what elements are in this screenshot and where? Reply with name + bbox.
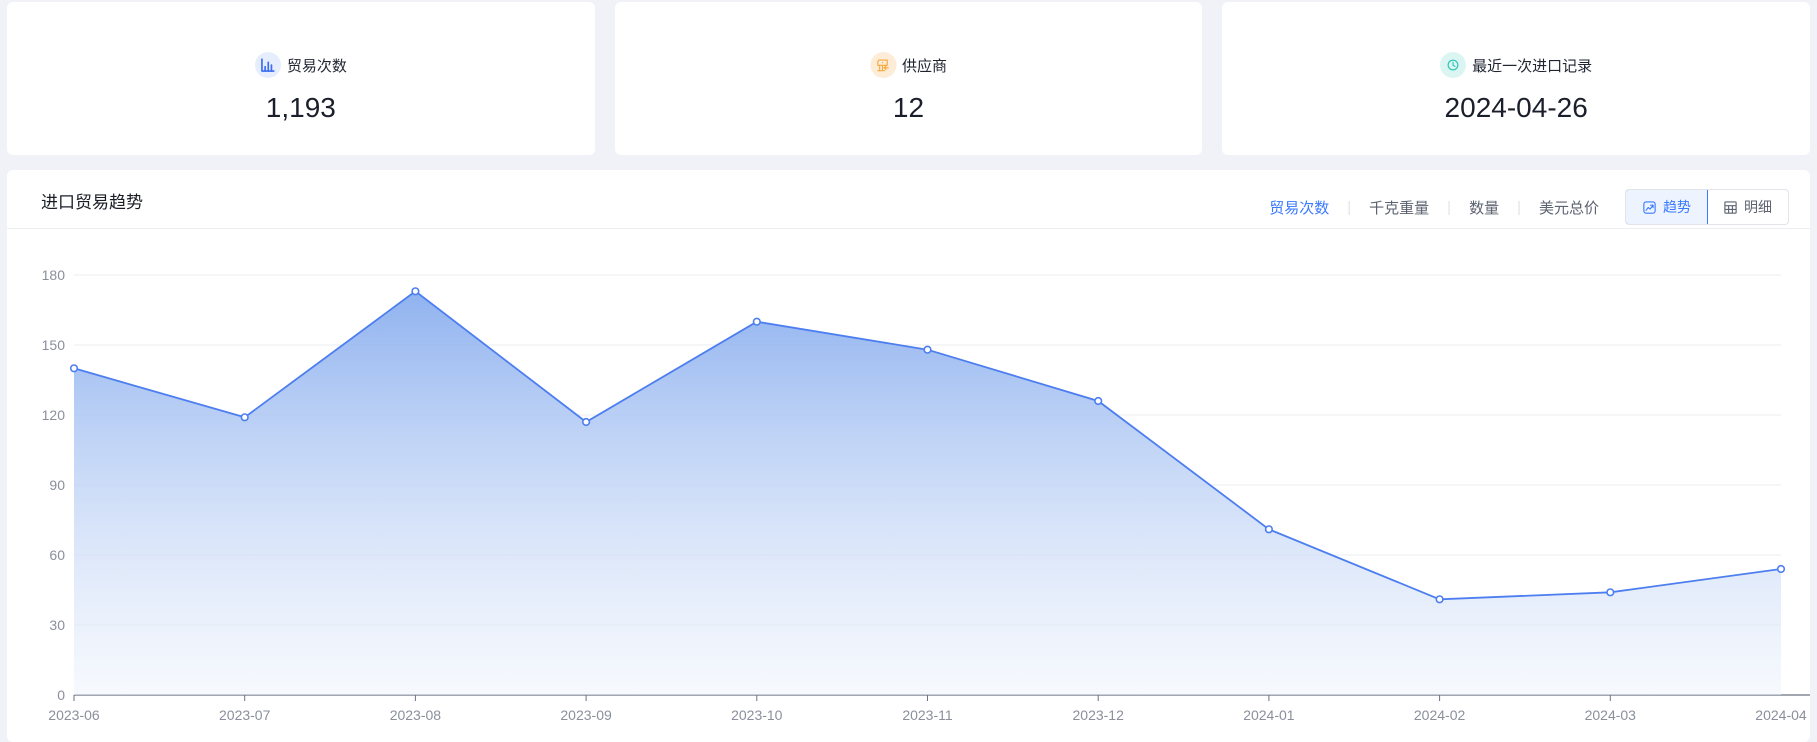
svg-text:2023-11: 2023-11 — [902, 707, 953, 723]
svg-text:180: 180 — [42, 267, 66, 283]
svg-text:2023-10: 2023-10 — [731, 707, 783, 723]
svg-text:150: 150 — [42, 337, 66, 353]
svg-text:2023-09: 2023-09 — [560, 707, 612, 723]
svg-text:120: 120 — [42, 407, 66, 423]
svg-text:2023-08: 2023-08 — [390, 707, 442, 723]
svg-text:2024-02: 2024-02 — [1414, 707, 1466, 723]
svg-text:2023-12: 2023-12 — [1073, 707, 1125, 723]
svg-text:90: 90 — [49, 477, 65, 493]
svg-text:60: 60 — [49, 547, 65, 563]
svg-text:2024-04: 2024-04 — [1755, 707, 1807, 723]
svg-text:30: 30 — [49, 617, 65, 633]
svg-text:0: 0 — [57, 687, 65, 703]
svg-text:2024-03: 2024-03 — [1585, 707, 1637, 723]
svg-text:2023-07: 2023-07 — [219, 707, 271, 723]
svg-text:2024-01: 2024-01 — [1243, 707, 1295, 723]
svg-text:2023-06: 2023-06 — [48, 707, 100, 723]
